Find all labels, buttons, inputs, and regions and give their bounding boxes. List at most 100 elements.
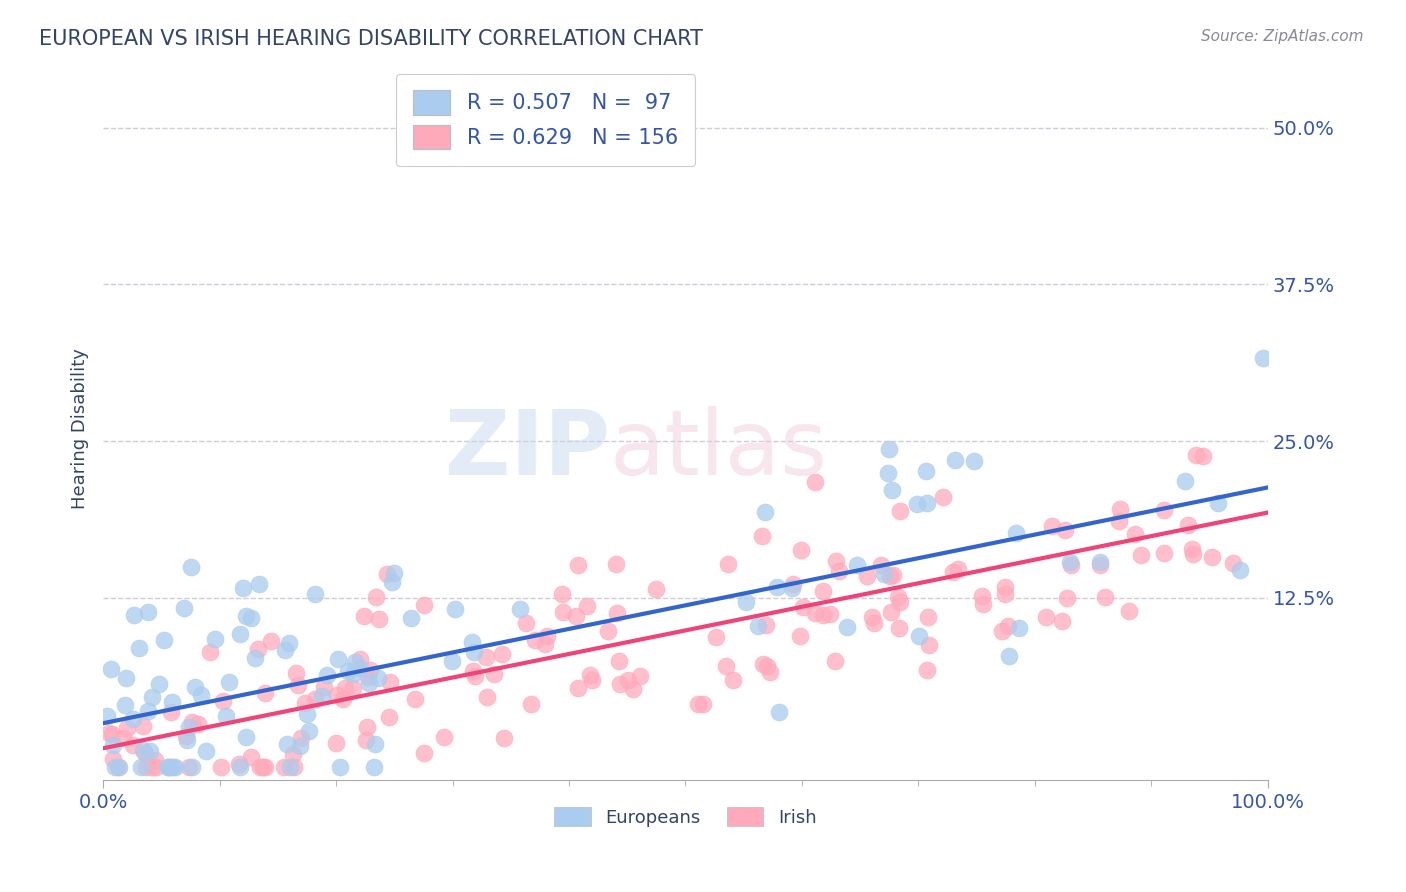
Point <box>994 580 1017 594</box>
Point <box>325 735 347 749</box>
Point <box>359 663 381 677</box>
Point <box>107 760 129 774</box>
Point <box>401 610 423 624</box>
Point <box>688 697 710 711</box>
Point <box>716 659 738 673</box>
Point <box>375 567 398 582</box>
Point <box>304 692 326 706</box>
Point <box>578 668 600 682</box>
Point <box>97 725 120 739</box>
Point <box>942 565 965 579</box>
Point <box>804 475 827 490</box>
Point <box>482 667 505 681</box>
Point <box>880 605 903 619</box>
Point <box>747 618 769 632</box>
Point <box>1108 514 1130 528</box>
Point <box>492 731 515 745</box>
Point <box>314 680 336 694</box>
Point <box>179 760 201 774</box>
Point <box>768 705 790 719</box>
Point <box>229 760 252 774</box>
Point <box>96 709 118 723</box>
Point <box>751 529 773 543</box>
Point <box>246 641 269 656</box>
Point <box>606 606 628 620</box>
Point <box>792 599 814 614</box>
Point <box>332 692 354 706</box>
Point <box>534 637 557 651</box>
Text: Source: ZipAtlas.com: Source: ZipAtlas.com <box>1201 29 1364 44</box>
Point <box>1040 519 1063 533</box>
Point <box>766 580 789 594</box>
Point <box>998 649 1021 664</box>
Point <box>1123 527 1146 541</box>
Point <box>139 744 162 758</box>
Point <box>316 668 339 682</box>
Point <box>917 610 939 624</box>
Point <box>818 607 841 621</box>
Point <box>173 600 195 615</box>
Point <box>276 737 298 751</box>
Point <box>873 566 896 581</box>
Point <box>240 611 263 625</box>
Point <box>621 681 644 696</box>
Point <box>509 601 531 615</box>
Point <box>877 442 900 457</box>
Point <box>356 720 378 734</box>
Point <box>1118 604 1140 618</box>
Point <box>179 720 201 734</box>
Point <box>780 581 803 595</box>
Point <box>581 673 603 687</box>
Point <box>880 483 903 497</box>
Point <box>464 669 486 683</box>
Point <box>605 557 627 571</box>
Point <box>101 752 124 766</box>
Point <box>122 738 145 752</box>
Point <box>915 663 938 677</box>
Point <box>491 647 513 661</box>
Point <box>991 624 1014 638</box>
Point <box>228 756 250 771</box>
Point <box>128 641 150 656</box>
Point <box>1229 563 1251 577</box>
Point <box>609 677 631 691</box>
Point <box>111 731 134 745</box>
Point <box>281 747 304 762</box>
Point <box>889 504 911 518</box>
Point <box>704 630 727 644</box>
Point <box>122 608 145 623</box>
Point <box>413 599 436 613</box>
Point <box>845 558 868 573</box>
Point <box>342 681 364 695</box>
Point <box>412 746 434 760</box>
Point <box>790 542 813 557</box>
Point <box>148 677 170 691</box>
Point <box>863 615 886 630</box>
Point <box>870 558 893 573</box>
Point <box>141 690 163 705</box>
Point <box>567 558 589 572</box>
Point <box>232 581 254 595</box>
Point <box>948 562 970 576</box>
Point <box>1056 591 1078 605</box>
Point <box>162 760 184 774</box>
Point <box>752 657 775 671</box>
Point <box>1222 557 1244 571</box>
Point <box>905 497 928 511</box>
Point <box>200 645 222 659</box>
Text: atlas: atlas <box>610 406 828 493</box>
Point <box>1153 546 1175 560</box>
Point <box>1253 351 1275 366</box>
Text: EUROPEAN VS IRISH HEARING DISABILITY CORRELATION CHART: EUROPEAN VS IRISH HEARING DISABILITY COR… <box>39 29 703 48</box>
Point <box>349 652 371 666</box>
Point <box>1005 526 1028 541</box>
Point <box>141 760 163 774</box>
Point <box>759 665 782 679</box>
Point <box>515 615 537 630</box>
Point <box>253 686 276 700</box>
Point <box>889 595 911 609</box>
Point <box>253 760 276 774</box>
Point <box>190 688 212 702</box>
Point <box>915 496 938 510</box>
Point <box>754 505 776 519</box>
